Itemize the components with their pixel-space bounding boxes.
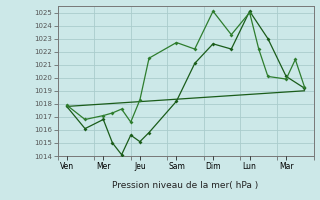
X-axis label: Pression niveau de la mer( hPa ): Pression niveau de la mer( hPa ) bbox=[112, 181, 259, 190]
